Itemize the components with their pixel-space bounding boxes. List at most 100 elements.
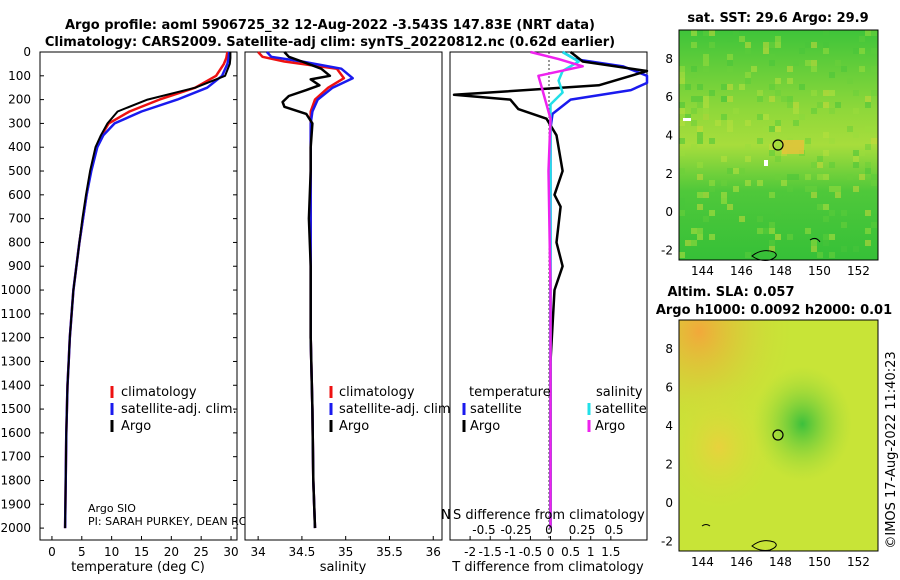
x-tick-label: 35.5 xyxy=(376,545,403,559)
sst-pixel xyxy=(793,60,799,66)
sst-pixel xyxy=(775,210,781,216)
map-lat-tick-label: 6 xyxy=(665,380,673,394)
sst-pixel xyxy=(775,78,781,84)
sst-missing-pixel xyxy=(683,118,691,121)
sst-pixel xyxy=(811,240,817,246)
sst-pixel xyxy=(691,96,697,102)
sst-pixel xyxy=(745,180,751,186)
sst-pixel xyxy=(865,96,871,102)
sst-pixel xyxy=(727,126,733,132)
sst-pixel xyxy=(679,102,685,108)
x-tick-label: 0 xyxy=(547,545,555,559)
sst-pixel xyxy=(709,30,715,36)
diff-legend-sal-satellite: satellite xyxy=(595,402,647,417)
sst-pixel xyxy=(769,60,775,66)
sst-pixel xyxy=(775,42,781,48)
sst-pixel xyxy=(829,108,835,114)
series-line-argo xyxy=(281,51,332,529)
temperature-panel: 0100200300400500600700800900100011001200… xyxy=(0,45,647,575)
sst-pixel xyxy=(775,90,781,96)
temp-x-tick-labels: 0 5 10 15 20 25 30 xyxy=(48,536,239,559)
temp-legend-satellite: satellite-adj. clim. xyxy=(121,402,237,417)
sst-pixel xyxy=(685,84,691,90)
sst-pixel xyxy=(805,42,811,48)
sst-pixel xyxy=(709,138,715,144)
sst-pixel xyxy=(781,96,787,102)
s-tick-label: 0 xyxy=(545,523,553,537)
sst-pixel xyxy=(865,240,871,246)
s-tick-label: 0.25 xyxy=(569,523,596,537)
x-tick-label: 0.5 xyxy=(561,545,580,559)
difference-panel: -2 -1.5 -1 -0.5 0 0.5 1 1.5 T difference from c… xyxy=(441,50,649,575)
sst-pixel xyxy=(871,90,877,96)
map-lat-tick-label: 2 xyxy=(665,167,673,181)
sst-pixel xyxy=(829,162,835,168)
sst-pixel xyxy=(835,192,841,198)
depth-tick-label: 1900 xyxy=(0,497,31,511)
x-tick-label: -0.5 xyxy=(519,545,542,559)
sst-pixel xyxy=(829,210,835,216)
sst-pixel xyxy=(823,240,829,246)
title-line1: Argo profile: aoml 5906725_32 12-Aug-202… xyxy=(65,18,595,33)
depth-tick-label: 1100 xyxy=(0,307,31,321)
sst-pixel xyxy=(757,90,763,96)
x-tick-label: 34.5 xyxy=(289,545,316,559)
sst-pixel xyxy=(709,90,715,96)
sst-pixel xyxy=(679,168,685,174)
sst-pixel xyxy=(727,54,733,60)
map-lon-tick-label: 152 xyxy=(847,264,870,278)
depth-tick-label: 400 xyxy=(8,140,31,154)
depth-tick-label: 0 xyxy=(23,45,31,59)
sst-pixel xyxy=(703,96,709,102)
sst-pixel xyxy=(691,42,697,48)
sst-pixel xyxy=(775,120,781,126)
x-tick-label: -2 xyxy=(464,545,476,559)
sst-pixel xyxy=(709,42,715,48)
depth-tick-label: 1000 xyxy=(0,283,31,297)
temp-axes-frame xyxy=(39,51,238,541)
sst-pixel xyxy=(769,150,775,156)
sst-pixel xyxy=(703,60,709,66)
sst-pixel xyxy=(721,114,727,120)
sst-pixel xyxy=(721,192,727,198)
sst-pixel xyxy=(853,48,859,54)
sst-pixel xyxy=(679,198,685,204)
s-axis-label: S difference from climatology xyxy=(453,508,645,523)
map-lon-tick-label: 148 xyxy=(769,555,792,569)
sst-pixel xyxy=(733,186,739,192)
sst-pixel xyxy=(745,156,751,162)
sst-pixel xyxy=(727,36,733,42)
credit-line1: Argo SIO xyxy=(88,502,136,515)
sst-pixel xyxy=(691,228,697,234)
map-lat-tick-label: 4 xyxy=(665,128,673,142)
sst-pixel xyxy=(685,114,691,120)
sst-pixel xyxy=(859,36,865,42)
diff-legend-sal-head: salinity xyxy=(596,385,643,400)
sst-pixel xyxy=(733,108,739,114)
sst-pixel xyxy=(823,132,829,138)
sst-pixel xyxy=(697,228,703,234)
sst-pixel xyxy=(787,102,793,108)
sst-pixel xyxy=(853,246,859,252)
sst-pixel xyxy=(769,192,775,198)
depth-tick-label: 1300 xyxy=(0,354,31,368)
sst-pixel xyxy=(787,234,793,240)
sst-pixel xyxy=(781,180,787,186)
sst-pixel xyxy=(865,144,871,150)
sst-pixel xyxy=(871,66,877,72)
sst-pixel xyxy=(853,162,859,168)
sst-pixel xyxy=(745,42,751,48)
sst-pixel xyxy=(727,96,733,102)
sst-pixel xyxy=(679,120,685,126)
sst-coastline-2 xyxy=(809,237,821,243)
map-lon-tick-label: 146 xyxy=(730,264,753,278)
sst-pixel xyxy=(793,120,799,126)
sst-missing-pixel-2 xyxy=(764,160,768,166)
diff-profile-lines xyxy=(452,50,649,529)
sla-coastline-2 xyxy=(701,524,711,527)
sst-pixel xyxy=(763,42,769,48)
sst-pixel xyxy=(787,186,793,192)
sst-pixel xyxy=(751,66,757,72)
depth-tick-label: 1400 xyxy=(0,378,31,392)
